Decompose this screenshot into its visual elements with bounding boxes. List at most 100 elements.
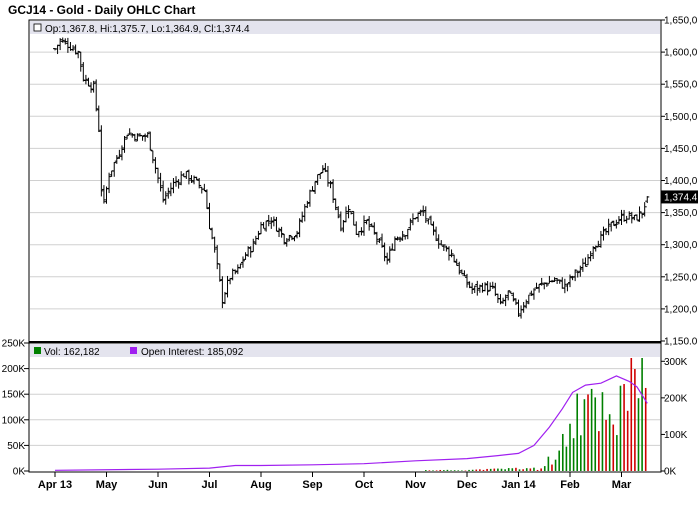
ohlc-bar: [238, 263, 243, 269]
volume-bar: [605, 419, 607, 471]
volume-bar: [561, 433, 564, 471]
ohlc-bar: [125, 134, 130, 140]
ohlc-bar: [629, 211, 634, 224]
ohlc-bar: [596, 240, 601, 248]
volume-left-tick-label: 150K: [2, 390, 26, 401]
ohlc-bar: [277, 227, 282, 238]
volume-bar: [619, 385, 622, 471]
ohlc-bar: [616, 216, 621, 225]
ohlc-bar: [349, 210, 354, 215]
ohlc-bar: [457, 261, 462, 275]
x-axis: Apr 13 May Jun Jul Aug Sep Oct Nov Dec Jan 14 Feb M…: [38, 472, 632, 491]
ohlc-bar: [372, 222, 377, 235]
price-y-tick-label: 1,400,0: [664, 176, 698, 187]
ohlc-bar: [431, 221, 436, 236]
price-y-tick-label: 1,450,0: [664, 144, 698, 155]
ohlc-bar: [382, 242, 387, 262]
ohlc-bar: [503, 294, 508, 307]
volume-bar: [428, 470, 431, 471]
volume-bar: [554, 459, 557, 471]
ohlc-bar: [549, 279, 554, 283]
volume-bar: [641, 358, 643, 471]
ohlc-bar: [598, 230, 603, 248]
volume-bar: [533, 467, 535, 471]
volume-bar: [551, 464, 553, 471]
volume-bar: [569, 423, 571, 471]
ohlc-bar: [217, 263, 222, 282]
last-price-box: [661, 190, 698, 204]
ohlc-bar: [364, 219, 369, 225]
ohlc-bar: [140, 135, 145, 141]
x-axis-tick-label: Jun: [148, 479, 168, 491]
ohlc-bar: [346, 205, 351, 219]
ohlc-bar: [186, 169, 191, 185]
ohlc-bar: [526, 294, 531, 305]
ohlc-bar: [174, 176, 179, 187]
ohlc-bar: [413, 217, 418, 220]
volume-bar: [576, 393, 579, 471]
ohlc-bar: [204, 189, 209, 210]
ohlc-bar: [318, 172, 323, 179]
price-info-text: Op:1,367.8, Hi:1,375.7, Lo:1,364.9, Cl:1…: [45, 24, 250, 35]
volume-bar: [486, 468, 488, 471]
volume-bar: [590, 388, 593, 471]
ohlc-bar: [166, 187, 171, 199]
price-y-tick-label: 1,250,0: [664, 272, 698, 283]
ohlc-bar: [243, 252, 248, 260]
volume-bar: [482, 469, 485, 471]
ohlc-bar: [439, 240, 444, 246]
ohlc-bar: [637, 206, 642, 222]
ohlc-bar: [511, 292, 516, 302]
price-y-tick-label: 1,200,0: [664, 304, 698, 315]
ohlc-bar: [60, 37, 65, 43]
ohlc-bar: [295, 230, 300, 239]
volume-bar: [432, 470, 434, 471]
ohlc-bar: [333, 198, 338, 211]
volume-legend-text: Vol: 162,182: [44, 347, 100, 358]
volume-left-tick-label: 50K: [7, 441, 25, 452]
ohlc-bar: [475, 280, 480, 296]
ohlc-bar: [575, 270, 580, 278]
ohlc-bar: [588, 251, 593, 262]
ohlc-bar: [506, 290, 511, 301]
ohlc-bar: [485, 281, 490, 296]
ohlc-bar: [320, 165, 325, 174]
volume-bar: [446, 469, 449, 471]
volume-bar: [515, 467, 517, 471]
ohlc-bar: [591, 246, 596, 260]
volume-bar: [558, 450, 560, 471]
ohlc-bar: [498, 294, 503, 305]
ohlc-bar: [490, 281, 495, 289]
ohlc-bar: [256, 230, 261, 240]
volume-bar: [587, 394, 589, 471]
x-axis-tick-label: Dec: [457, 479, 477, 491]
volume-bar: [594, 397, 597, 471]
ohlc-bar: [122, 136, 127, 153]
ohlc-bar: [524, 299, 529, 309]
price-y-tick-label: 1,350,0: [664, 208, 698, 219]
volume-left-axis: 0K 50K 100K 150K 200K 250K: [2, 339, 29, 478]
volume-bar: [529, 468, 532, 471]
x-axis-tick-label: Apr 13: [38, 479, 72, 491]
ohlc-bar: [565, 283, 570, 292]
ohlc-bar: [444, 245, 449, 252]
ohlc-bar: [568, 274, 572, 288]
volume-bar: [580, 435, 582, 471]
ohlc-bar: [207, 202, 212, 230]
ohlc-bar: [73, 44, 78, 55]
volume-bar: [608, 414, 611, 471]
ohlc-bar: [531, 288, 536, 300]
ohlc-bar: [282, 233, 287, 245]
ohlc-bar: [395, 236, 400, 241]
ohlc-bar: [83, 74, 88, 85]
x-axis-tick-label: Oct: [355, 479, 374, 491]
volume-bar: [598, 431, 600, 471]
volume-bar: [453, 470, 456, 471]
ohlc-bar: [539, 277, 544, 286]
ohlc-bar: [313, 180, 318, 194]
volume-bar: [497, 468, 499, 471]
volume-bar: [443, 470, 445, 471]
volume-bar: [623, 384, 625, 471]
ohlc-bar: [614, 219, 619, 229]
volume-bar: [475, 469, 478, 471]
